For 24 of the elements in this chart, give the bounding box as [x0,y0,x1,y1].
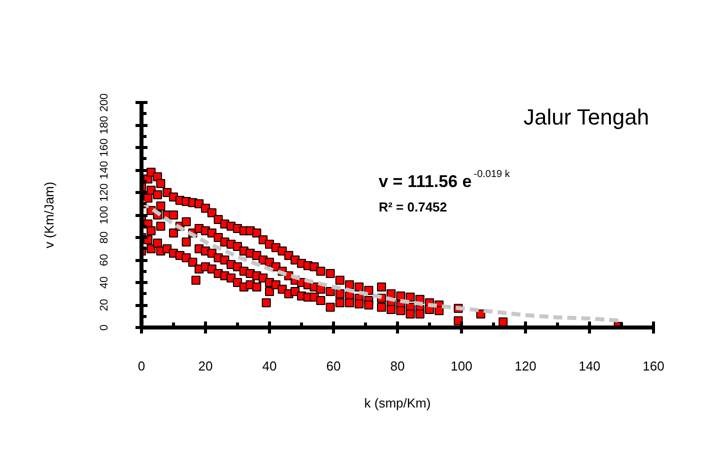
x-tick-label: 40 [262,358,277,374]
y-tick-label: 0 [98,324,110,331]
x-tick-label: 20 [198,358,213,374]
x-tick-label: 140 [578,358,600,374]
y-tick-label: 120 [98,183,110,202]
x-tick-label: 160 [642,358,664,374]
y-tick-label: 40 [98,276,110,289]
x-axis-title: k (smp/Km) [364,396,431,410]
x-tick-label: 80 [390,358,405,374]
y-tick-label: 60 [98,254,110,266]
y-tick-label: 140 [98,160,110,180]
x-tick-label: 100 [450,358,472,374]
chart-title: Jalur Tengah [524,104,650,130]
y-axis-title: v (Km/Jam) [42,182,56,248]
y-tick-label: 20 [98,298,110,312]
x-tick-label: 0 [138,358,146,374]
annotation: R² = 0.7452 [378,200,448,215]
y-tick-label: 100 [98,206,110,224]
y-tick-label: 160 [98,138,110,157]
x-tick-label: 60 [326,358,341,374]
y-tick-label: 180 [98,116,110,134]
y-tick-label: 80 [98,231,110,244]
y-tick-label: 200 [98,93,110,112]
x-tick-label: 120 [514,358,536,374]
